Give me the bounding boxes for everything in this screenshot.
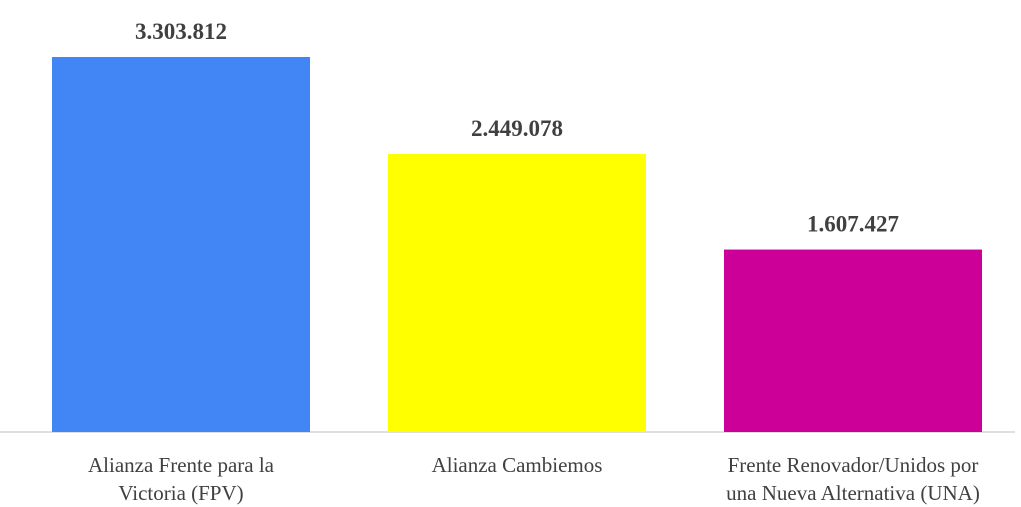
bar xyxy=(724,249,982,432)
value-label: 1.607.427 xyxy=(807,212,899,237)
bar xyxy=(388,154,646,433)
x-tick-label: Alianza Frente para la Victoria (FPV) xyxy=(88,453,274,505)
value-label: 2.449.078 xyxy=(471,116,563,141)
bar xyxy=(52,57,310,432)
x-tick-label: Alianza Cambiemos xyxy=(431,453,603,477)
value-label: 3.303.812 xyxy=(135,19,227,44)
x-tick-label: Frente Renovador/Unidos por una Nueva Al… xyxy=(726,453,980,505)
